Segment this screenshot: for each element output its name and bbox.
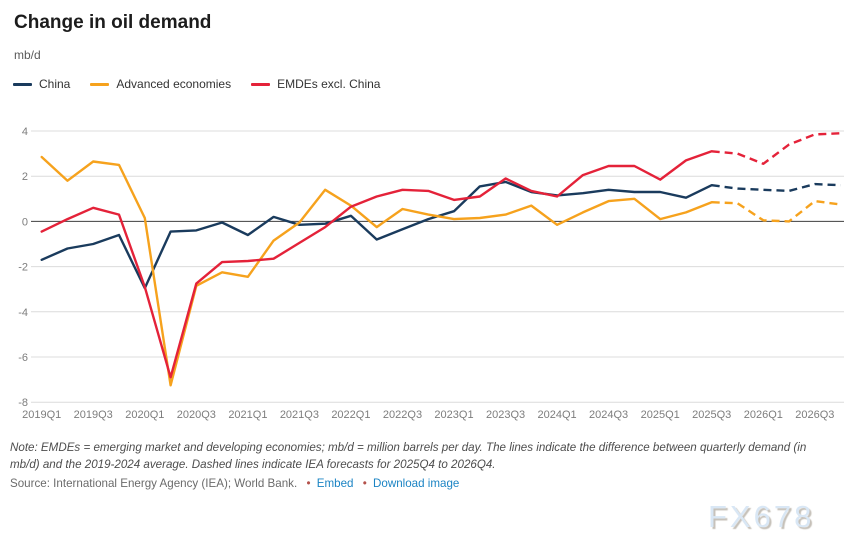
x-tick-label: 2021Q1 (228, 409, 267, 421)
x-tick-label: 2026Q3 (795, 409, 834, 421)
y-tick-label: -6 (18, 352, 28, 364)
legend-swatch-emdes-excl-china (251, 82, 271, 86)
y-tick-label: -8 (18, 397, 28, 409)
series-line-china-forecast (711, 182, 841, 193)
y-tick-label: -4 (18, 307, 28, 319)
source-line: Source: International Energy Agency (IEA… (10, 477, 459, 490)
embed-link[interactable]: Embed (316, 477, 354, 490)
page-title: Change in oil demand (14, 12, 212, 33)
legend-swatch-china (13, 82, 32, 86)
legend-item-china: China (13, 77, 70, 91)
download-image-link[interactable]: Download image (373, 477, 460, 490)
link-bullet: • (306, 477, 311, 490)
x-tick-label: 2024Q3 (589, 409, 628, 421)
fx678-watermark: FX678 (708, 499, 815, 534)
y-tick-label: 4 (22, 126, 28, 138)
y-tick-label: 2 (22, 171, 28, 183)
x-tick-label: 2023Q1 (434, 409, 473, 421)
series-line-advanced-economies (40, 155, 713, 387)
legend-swatch-advanced-economies (90, 82, 110, 86)
x-tick-label: 2021Q3 (280, 409, 319, 421)
link-bullet: • (362, 477, 367, 490)
x-tick-label: 2022Q1 (331, 409, 370, 421)
x-tick-label: 2019Q1 (22, 409, 61, 421)
x-tick-label: 2025Q3 (692, 409, 731, 421)
x-tick-label: 2020Q3 (177, 409, 216, 421)
legend-label: Advanced economies (116, 77, 232, 91)
legend-label: EMDEs excl. China (277, 77, 381, 91)
x-tick-label: 2023Q3 (486, 409, 525, 421)
x-tick-label: 2024Q1 (538, 409, 577, 421)
y-axis-unit-label: mb/d (14, 48, 41, 62)
y-tick-label: -2 (18, 262, 28, 274)
x-tick-label: 2022Q3 (383, 409, 422, 421)
chart-note: Note: EMDEs = emerging market and develo… (10, 441, 807, 471)
x-tick-label: 2020Q1 (125, 409, 164, 421)
x-tick-label: 2026Q1 (744, 409, 783, 421)
series-line-advanced-economies-forecast (711, 199, 841, 223)
series-line-emdes-excl-china (40, 150, 713, 379)
x-tick-label: 2019Q3 (74, 409, 113, 421)
legend-label: China (39, 77, 71, 91)
y-tick-label: 0 (22, 216, 28, 228)
legend-item-advanced-economies: Advanced economies (90, 77, 231, 91)
legend: China Advanced economies EMDEs excl. China (13, 77, 380, 91)
series-line-china (40, 180, 713, 290)
x-tick-label: 2025Q1 (641, 409, 680, 421)
legend-item-emdes-excl-china: EMDEs excl. China (251, 77, 380, 91)
source-text: Source: International Energy Agency (IEA… (10, 477, 298, 490)
series-line-emdes-excl-china-forecast (711, 132, 841, 165)
